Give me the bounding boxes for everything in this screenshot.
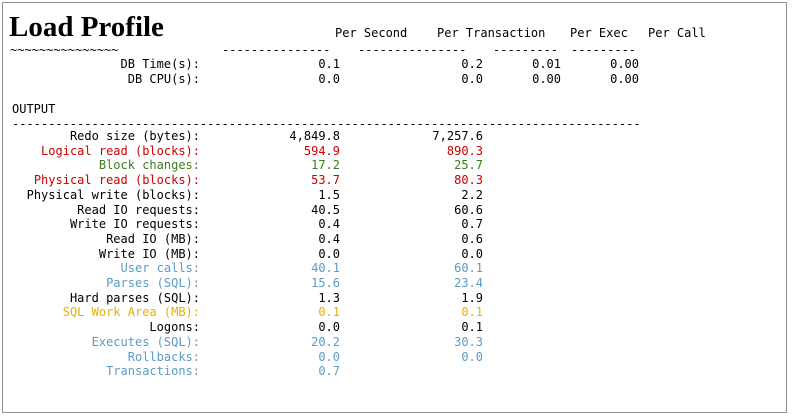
per-transaction-value: 23.4 <box>454 276 483 290</box>
metric-label: Logons: <box>149 320 200 335</box>
per-second-value: 0.0 <box>318 246 340 261</box>
header-rule-col3: --------- <box>493 43 559 57</box>
metric-label: Transactions: <box>106 364 200 379</box>
table-row: Hard parses (SQL): 1.3 1.9 <box>3 291 643 306</box>
header-per-transaction: Per Transaction <box>437 26 546 40</box>
table-row: Physical write (blocks): 1.5 2.2 <box>3 188 643 203</box>
metric-label: Executes (SQL): <box>91 334 200 349</box>
per-transaction-value: 0.2 <box>461 57 483 71</box>
table-row: Physical read (blocks): 53.7 80.3 <box>3 173 643 188</box>
per-second-value: 15.6 <box>311 276 340 290</box>
header-per-call: Per Call <box>648 26 706 40</box>
metric-label: User calls: <box>120 261 200 276</box>
table-row: SQL Work Area (MB): 0.1 0.1 <box>3 305 643 320</box>
table-row: Logical read (blocks): 594.9 890.3 <box>3 144 643 159</box>
per-second-value: 0.4 <box>318 217 340 232</box>
metric-label: Read IO (MB): <box>106 231 200 246</box>
per-second-value: 4,849.8 <box>289 129 340 143</box>
per-transaction-value: 0.6 <box>461 231 483 246</box>
metric-label: Rollbacks: <box>127 349 200 364</box>
per-second-value: 40.1 <box>311 261 340 276</box>
metric-label: Logical read (blocks): <box>41 143 200 158</box>
per-second-value: 0.1 <box>318 305 340 320</box>
per-second-value: 40.5 <box>311 202 340 217</box>
header-rule-col4: --------- <box>571 43 637 57</box>
per-second-value: 0.4 <box>318 231 340 246</box>
report-frame: Load Profile Per Second Per Transaction … <box>2 2 787 413</box>
table-row: DB Time(s): 0.1 0.2 0.01 0.00 <box>3 57 643 72</box>
per-second-value: 53.7 <box>311 173 340 188</box>
metric-label: Physical read (blocks): <box>33 173 200 188</box>
metric-label: Physical write (blocks): <box>26 187 200 202</box>
per-transaction-value: 1.9 <box>461 290 483 305</box>
per-transaction-value: 7,257.6 <box>432 129 483 143</box>
table-row: Rollbacks: 0.0 0.0 <box>3 350 643 365</box>
page-title: Load Profile <box>9 11 164 43</box>
per-transaction-value: 60.1 <box>454 261 483 276</box>
table-row: Executes (SQL): 20.2 30.3 <box>3 335 643 350</box>
section-label: OUTPUT <box>12 102 56 116</box>
per-call-value: 0.00 <box>610 71 639 86</box>
per-exec-value: 0.00 <box>532 71 561 86</box>
table-row: Redo size (bytes): 4,849.8 7,257.6 <box>3 129 643 144</box>
table-row: Read IO requests: 40.5 60.6 <box>3 203 643 218</box>
table-row: DB CPU(s): 0.0 0.0 0.00 0.00 <box>3 72 643 87</box>
header-per-second: Per Second <box>335 26 408 40</box>
per-transaction-value: 30.3 <box>454 334 483 349</box>
per-transaction-value: 0.1 <box>461 320 483 335</box>
metric-label: Redo size (bytes): <box>69 129 200 143</box>
per-second-value: 594.9 <box>303 143 340 158</box>
per-second-value: 17.2 <box>311 158 340 173</box>
table-row: User calls: 40.1 60.1 <box>3 261 643 276</box>
table-row: Block changes: 17.2 25.7 <box>3 158 643 173</box>
per-transaction-value: 0.0 <box>461 246 483 261</box>
per-second-value: 0.7 <box>318 364 340 379</box>
per-second-value: 0.0 <box>318 71 340 86</box>
table-row: Parses (SQL): 15.6 23.4 <box>3 276 643 291</box>
per-transaction-value: 2.2 <box>461 187 483 202</box>
per-exec-value: 0.01 <box>532 57 561 71</box>
section-rule: ----------------------------------------… <box>12 117 639 131</box>
per-second-value: 0.1 <box>318 57 340 71</box>
per-second-value: 20.2 <box>311 334 340 349</box>
per-transaction-value: 80.3 <box>454 173 483 188</box>
table-row: Read IO (MB): 0.4 0.6 <box>3 232 643 247</box>
table-row: Write IO (MB): 0.0 0.0 <box>3 247 643 262</box>
metric-label: Read IO requests: <box>77 202 200 217</box>
metric-label: Parses (SQL): <box>106 276 200 290</box>
metric-label: SQL Work Area (MB): <box>62 305 200 320</box>
metric-label: DB CPU(s): <box>127 71 200 86</box>
header-per-exec: Per Exec <box>570 26 628 40</box>
per-call-value: 0.00 <box>610 57 639 71</box>
per-transaction-value: 25.7 <box>454 158 483 173</box>
metric-label: DB Time(s): <box>120 57 200 71</box>
header-rule-col2: --------------- <box>358 43 467 57</box>
per-second-value: 0.0 <box>318 320 340 335</box>
per-transaction-value: 0.7 <box>461 217 483 232</box>
metric-label: Hard parses (SQL): <box>69 290 200 305</box>
per-transaction-value: 890.3 <box>446 143 483 158</box>
per-transaction-value: 0.1 <box>461 305 483 320</box>
metric-label: Block changes: <box>98 158 200 173</box>
metric-label: Write IO requests: <box>69 217 200 232</box>
per-transaction-value: 60.6 <box>454 202 483 217</box>
metric-label: Write IO (MB): <box>98 246 200 261</box>
table-row: Logons: 0.0 0.1 <box>3 320 643 335</box>
per-transaction-value: 0.0 <box>461 71 483 86</box>
per-second-value: 0.0 <box>318 349 340 364</box>
per-transaction-value: 0.0 <box>461 349 483 364</box>
header-rule-col1: --------------- <box>222 43 331 57</box>
per-second-value: 1.5 <box>318 187 340 202</box>
table-row: Write IO requests: 0.4 0.7 <box>3 217 643 232</box>
table-row: Transactions: 0.7 <box>3 364 643 379</box>
tilde-underline: ~~~~~~~~~~~~~~~ <box>10 43 119 57</box>
per-second-value: 1.3 <box>318 290 340 305</box>
